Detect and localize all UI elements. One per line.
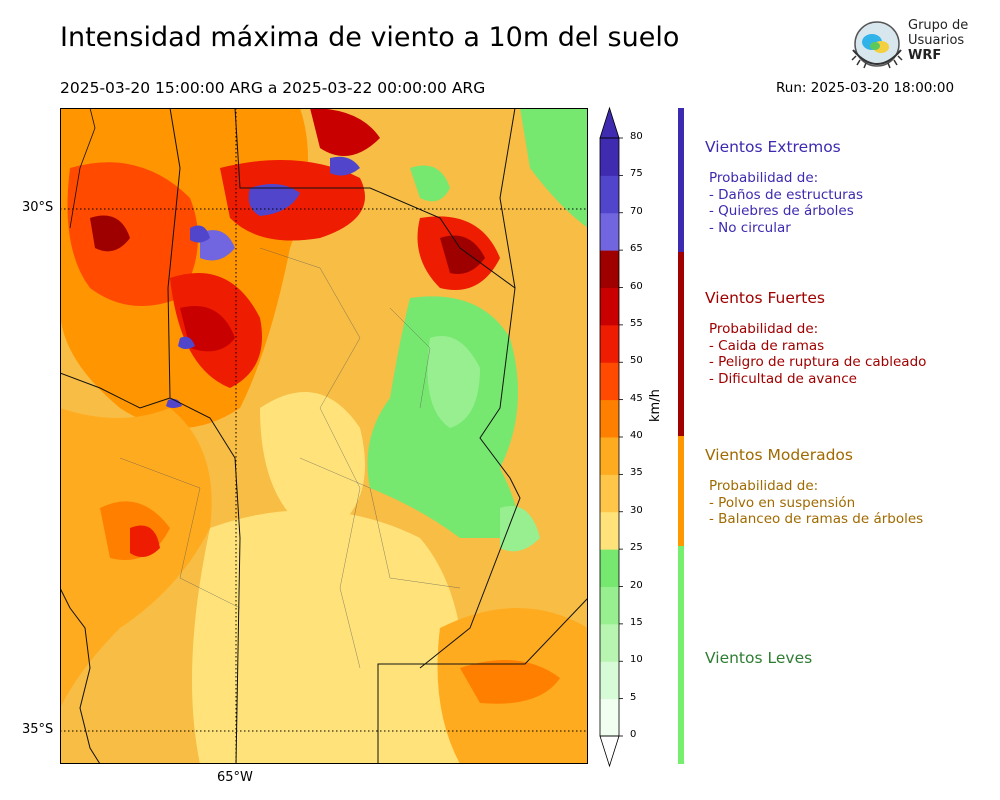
category-description: Probabilidad de: - Daños de estructuras … (705, 170, 863, 236)
colorbar-segment (600, 511, 619, 550)
colorbar-segment (600, 698, 619, 737)
category-bar-fuertes (678, 252, 684, 436)
colorbar-tick-label: 5 (630, 691, 637, 703)
category-line: - Daños de estructuras (709, 186, 864, 203)
colorbar-segment (600, 212, 619, 251)
colorbar-under-triangle (599, 735, 620, 768)
colorbar-segment (600, 586, 619, 625)
forecast-period: 2025-03-20 15:00:00 ARG a 2025-03-22 00:… (60, 79, 486, 97)
map-title: Intensidad máxima de viento a 10m del su… (60, 22, 680, 53)
category-line: - No circular (709, 219, 791, 236)
category-description: Probabilidad de: - Polvo en suspensión -… (705, 478, 923, 528)
colorbar-segment (600, 362, 619, 401)
category-leves: Vientos Leves (705, 649, 812, 667)
colorbar-tick-label: 35 (630, 467, 643, 479)
colorbar-tick-label: 75 (630, 168, 643, 180)
wind-field-svg (60, 108, 588, 764)
colorbar-tick-label: 40 (630, 430, 643, 441)
category-line: - Quiebres de árboles (709, 203, 854, 219)
colorbar-over-triangle (599, 106, 620, 139)
category-line: - Caida de ramas (709, 337, 825, 354)
category-line: Probabilidad de: (709, 321, 819, 337)
colorbar-segment (600, 474, 619, 513)
category-line: - Dificultad de avance (709, 370, 857, 387)
category-description: Probabilidad de: - Caida de ramas - Peli… (705, 321, 926, 387)
logo-text-line2: Usuarios (908, 33, 965, 48)
colorbar-tick-label: 20 (630, 579, 643, 591)
colorbar-tick-label: 15 (630, 616, 643, 628)
colorbar-segment (600, 661, 619, 700)
lat-label-35s: 35°S (22, 722, 54, 737)
category-bar-moderados (678, 436, 684, 546)
colorbar-segment (600, 138, 619, 176)
logo-text-line1: Grupo de (908, 18, 969, 33)
colorbar-tick-label: 80 (630, 131, 643, 142)
colorbar-tick-label: 0 (630, 729, 637, 740)
colorbar-tick-label: 65 (630, 243, 643, 255)
run-timestamp: Run: 2025-03-20 18:00:00 (776, 80, 955, 96)
colorbar-segment (600, 324, 619, 363)
colorbar-segment (600, 623, 619, 662)
colorbar-segment (600, 250, 619, 288)
category-line: Probabilidad de: (709, 170, 819, 186)
category-bar-extremos (678, 108, 684, 252)
colorbar-tick-label: 10 (630, 654, 643, 666)
colorbar-tick-label: 60 (630, 280, 643, 292)
lat-label-30s: 30°S (22, 200, 54, 215)
category-title: Vientos Moderados (705, 446, 853, 464)
colorbar-tick-label: 55 (630, 317, 643, 329)
category-line: - Balanceo de ramas de árboles (709, 511, 924, 527)
colorbar (599, 106, 623, 768)
logo-text-line3: WRF (908, 48, 942, 63)
colorbar-segment (600, 175, 619, 214)
category-title: Vientos Fuertes (705, 289, 825, 307)
category-line: - Peligro de ruptura de cableado (709, 354, 927, 370)
colorbar-tick-label: 45 (630, 392, 643, 404)
lon-label-65w: 65°W (217, 770, 253, 785)
colorbar-tick-label: 30 (630, 504, 643, 516)
colorbar-segment (600, 287, 619, 326)
colorbar-tick-label: 50 (630, 355, 643, 367)
category-extremos: Vientos Extremos Probabilidad de: - Daño… (705, 138, 863, 236)
grupo-wrf-logo: Grupo de Usuarios WRF (848, 16, 973, 76)
colorbar-tick-label: 70 (630, 205, 643, 217)
category-title: Vientos Leves (705, 649, 813, 667)
category-moderados: Vientos Moderados Probabilidad de: - Pol… (705, 446, 923, 528)
wind-map (60, 108, 588, 764)
colorbar-tick-label: 25 (630, 542, 643, 554)
category-line: Probabilidad de: (709, 478, 819, 494)
colorbar-segment (600, 437, 619, 475)
globe-logo-icon (851, 21, 903, 69)
colorbar-segment (600, 399, 619, 438)
colorbar-segment (600, 549, 619, 587)
category-bar-leves (678, 546, 684, 764)
colorbar-unit-label: km/h (648, 389, 663, 422)
category-line: - Polvo en suspensión (709, 494, 856, 511)
category-title: Vientos Extremos (705, 138, 841, 156)
category-fuertes: Vientos Fuertes Probabilidad de: - Caida… (705, 289, 926, 387)
